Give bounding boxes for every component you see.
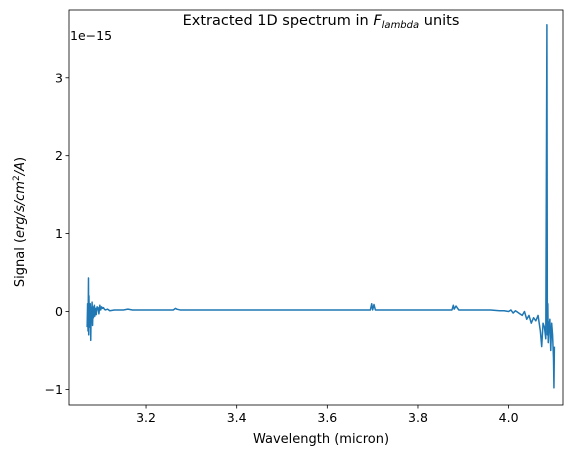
y-tick-label: 0 — [55, 304, 63, 319]
x-tick-label: 3.6 — [317, 410, 337, 425]
x-tick-label: 3.4 — [227, 410, 247, 425]
plot-area: 3.2 3.4 3.6 3.8 4.0 −1 0 1 2 3 — [45, 9, 564, 425]
y-tick-label: 1 — [55, 226, 63, 241]
series-line-0 — [86, 24, 556, 389]
y-tick-label: −1 — [45, 382, 63, 397]
y-tick-label: 2 — [55, 148, 63, 163]
x-tick-label: 3.8 — [408, 410, 428, 425]
y-tick-label: 3 — [55, 70, 63, 85]
x-tick-label: 3.2 — [136, 410, 156, 425]
x-axis-label: Wavelength (micron) — [253, 432, 389, 447]
y-axis-label: Signal (erg/s/cm2/A) — [12, 157, 28, 287]
y-offset-text: 1e−15 — [70, 28, 112, 43]
x-tick-label: 4.0 — [499, 410, 519, 425]
chart-title: Extracted 1D spectrum in Flambda units — [183, 13, 460, 31]
axes-frame — [68, 9, 564, 406]
